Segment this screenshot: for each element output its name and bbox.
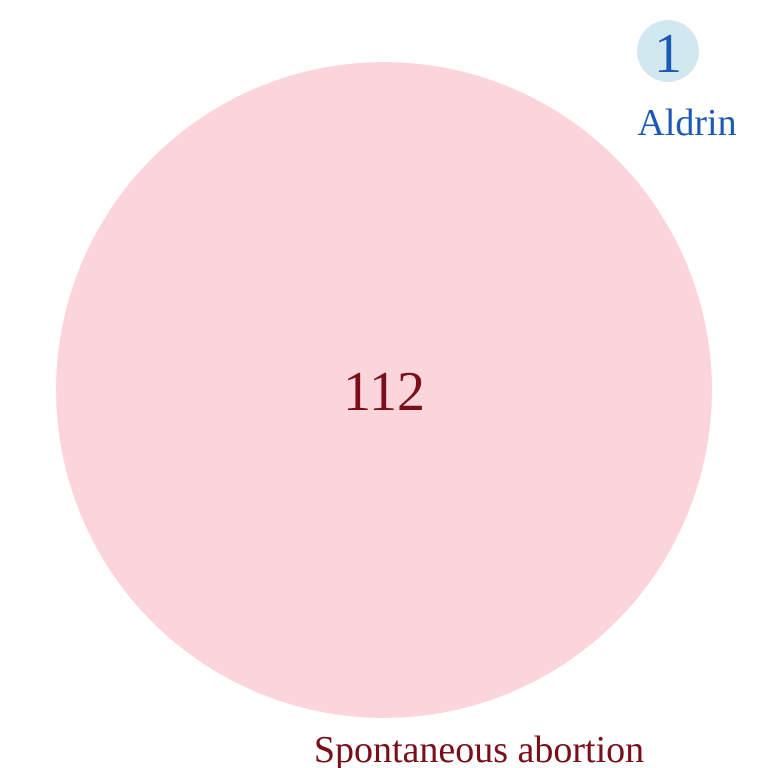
set-label-aldrin: Aldrin [637,102,736,144]
set-count-spontaneous-abortion: 112 [343,361,425,423]
set-label-spontaneous-abortion: Spontaneous abortion [314,729,644,768]
set-aldrin: 1 Aldrin [637,20,737,144]
set-count-aldrin: 1 [654,23,682,85]
set-circle-spontaneous-abortion [56,62,712,718]
set-circle-aldrin [637,20,699,82]
set-spontaneous-abortion: 112 Spontaneous abortion [56,62,712,768]
